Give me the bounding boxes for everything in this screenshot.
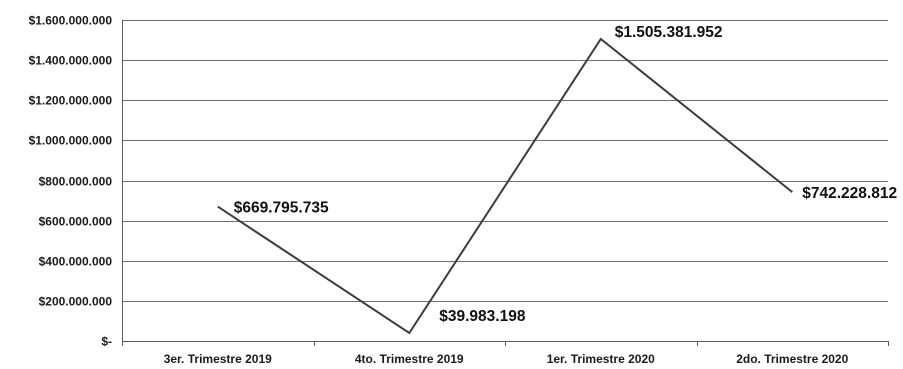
- y-tick-label: $1.600.000.000: [29, 14, 113, 28]
- y-axis-tick-labels: $- $200.000.000 $400.000.000 $600.000.000 $8…: [29, 14, 113, 349]
- x-tick-label: 1er. Trimestre 2020: [547, 352, 655, 366]
- x-axis-tick-labels: 3er. Trimestre 2019 4to. Trimestre 2019 1e…: [164, 352, 849, 366]
- x-tick-label: 3er. Trimestre 2019: [164, 352, 272, 366]
- data-label: $669.795.735: [234, 200, 329, 217]
- data-label: $742.228.812: [802, 185, 897, 202]
- series-layer: [217, 37, 793, 335]
- y-tick-label: $1.400.000.000: [29, 54, 113, 68]
- y-tick-label: $1.000.000.000: [29, 134, 113, 148]
- y-tick-label: $200.000.000: [39, 295, 113, 309]
- x-tick-label: 2do. Trimestre 2020: [736, 352, 848, 366]
- gridlines: [122, 20, 888, 302]
- y-tick-label: $600.000.000: [39, 215, 113, 229]
- axes: [122, 20, 889, 346]
- data-label: $39.983.198: [439, 308, 526, 325]
- y-tick-label: $1.200.000.000: [29, 94, 113, 108]
- x-tick-label: 4to. Trimestre 2019: [355, 352, 464, 366]
- series-line: [217, 37, 793, 335]
- y-tick-label: $-: [101, 335, 112, 349]
- data-label: $1.505.381.952: [615, 24, 723, 41]
- data-labels: $669.795.735 $39.983.198 $1.505.381.952 $74…: [234, 24, 897, 325]
- y-tick-label: $400.000.000: [39, 255, 113, 269]
- y-tick-label: $800.000.000: [39, 175, 113, 189]
